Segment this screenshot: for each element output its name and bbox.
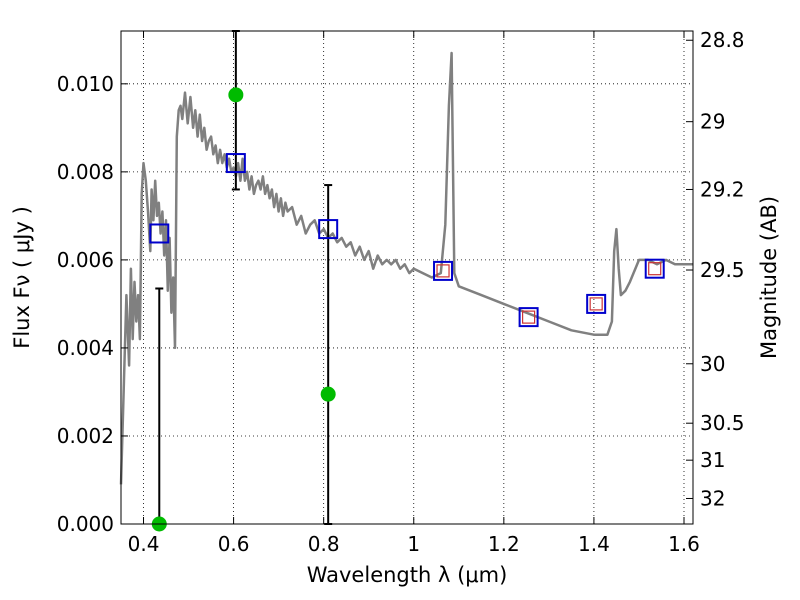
x-axis-title: Wavelength λ (μm)	[307, 563, 508, 587]
y-axis-title: Flux Fν ( μJy )	[10, 206, 34, 349]
plot-frame	[120, 30, 694, 525]
observed-photometry-layer	[151, 87, 336, 532]
synthetic-flux-box	[149, 223, 170, 244]
x-tick-label: 1.6	[668, 532, 700, 556]
y-tick-label: 0.000	[57, 512, 114, 536]
synthetic-flux-box	[225, 153, 246, 174]
synthetic-flux-inner-box	[648, 262, 662, 276]
x-tick-label: 0.4	[128, 532, 160, 556]
right-tick-label: 31	[700, 448, 725, 472]
x-tick-label: 1	[407, 532, 420, 556]
right-tick-label: 30	[700, 352, 725, 376]
x-tick-label: 0.6	[218, 532, 250, 556]
right-magnitude-ticks: 28.8 29 29.2 29.5 30 30.5 31 32	[686, 28, 745, 510]
x-ticks: 0.4 0.6 0.8 1 1.2 1.4 1.6	[128, 31, 700, 556]
y-tick-label: 0.010	[57, 72, 114, 96]
right-tick-label: 30.5	[700, 411, 745, 435]
right-tick-label: 29.5	[700, 258, 745, 282]
y-tick-label: 0.006	[57, 248, 114, 272]
errorbar-layer	[155, 30, 333, 525]
synthetic-flux-inner-box	[522, 310, 536, 324]
x-tick-label: 1.4	[578, 532, 610, 556]
x-tick-label: 1.2	[488, 532, 520, 556]
y-tick-label: 0.004	[57, 336, 114, 360]
sed-model-layer	[119, 51, 693, 485]
observed-flux-point	[320, 386, 336, 402]
synthetic-flux-box	[644, 258, 665, 279]
y-ticks: 0.000 0.002 0.004 0.006 0.008 0.010	[57, 72, 128, 536]
right-tick-label: 29	[700, 110, 725, 134]
synthetic-flux-inner-box	[589, 297, 603, 311]
sed-model-line	[119, 51, 693, 485]
right-tick-label: 28.8	[700, 28, 745, 52]
right-axis-title: Magnitude (AB)	[757, 196, 781, 359]
synthetic-flux-box	[433, 260, 454, 281]
synthetic-photometry-layer	[149, 153, 665, 328]
right-tick-label: 32	[700, 486, 725, 510]
synthetic-flux-box	[586, 293, 607, 314]
x-tick-label: 0.8	[308, 532, 340, 556]
synthetic-flux-inner-box	[436, 264, 450, 278]
y-tick-label: 0.008	[57, 160, 114, 184]
synthetic-flux-box	[318, 219, 339, 240]
right-tick-label: 29.2	[700, 177, 745, 201]
y-tick-label: 0.002	[57, 424, 114, 448]
observed-flux-point	[228, 87, 244, 103]
synthetic-flux-box	[518, 307, 539, 328]
